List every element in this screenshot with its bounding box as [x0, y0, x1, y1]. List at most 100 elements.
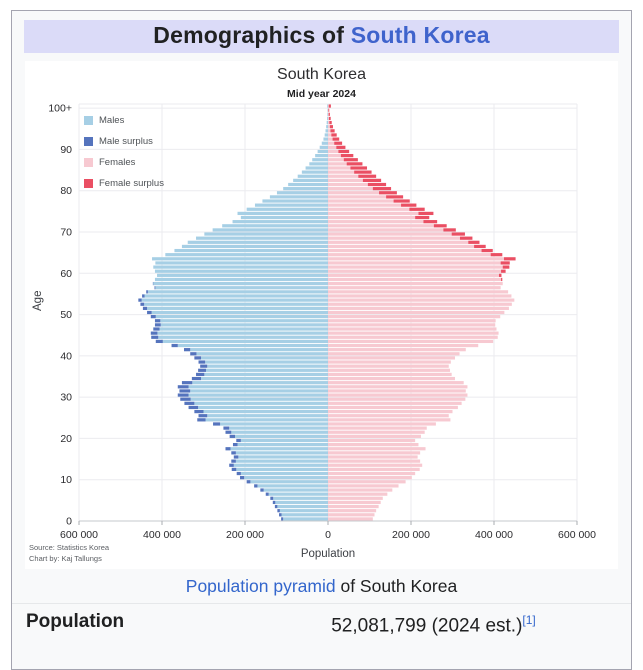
bar-female-age-94	[328, 129, 330, 132]
bar-male-age-50	[152, 311, 328, 314]
bar-female-age-69	[328, 232, 452, 235]
bar-male-surplus-age-41	[184, 348, 190, 351]
bar-male-surplus-age-19	[236, 439, 241, 442]
bar-female-age-45	[328, 332, 499, 335]
bar-female-age-0	[328, 517, 373, 520]
bar-male-age-53	[142, 298, 328, 301]
legend-item-female-surplus: Female surplus	[84, 173, 164, 194]
bar-male-age-91	[322, 142, 328, 145]
credit-text: Chart by: Kaj Tallungs	[29, 554, 102, 563]
bar-male-age-25	[207, 414, 328, 417]
bar-male-age-80	[283, 187, 328, 190]
legend-item-males: Males	[84, 110, 164, 131]
bar-male-age-66	[182, 245, 328, 248]
bar-female-age-89	[328, 150, 338, 153]
y-tick-label: 100+	[48, 103, 72, 115]
bar-female-age-3	[328, 505, 379, 508]
y-tick-label: 90	[60, 144, 72, 156]
x-tick-label: 200 000	[392, 529, 430, 541]
bar-female-age-50	[328, 311, 504, 314]
bar-male-age-98	[327, 113, 328, 116]
bar-female-surplus-age-69	[452, 232, 465, 235]
bar-male-age-3	[277, 505, 328, 508]
bar-female-surplus-age-75	[409, 208, 424, 211]
bar-male-age-62	[155, 261, 328, 264]
bar-male-age-5	[273, 497, 328, 500]
bar-female-age-46	[328, 327, 496, 330]
bar-male-age-49	[156, 315, 328, 318]
y-tick-label: 80	[60, 185, 72, 197]
bar-male-surplus-age-55	[146, 290, 148, 293]
bar-male-age-54	[145, 294, 328, 297]
bar-female-age-42	[328, 344, 478, 347]
female-surplus-swatch-icon	[84, 179, 93, 188]
bar-female-age-72	[328, 220, 423, 223]
bar-male-age-47	[161, 323, 328, 326]
bar-male-surplus-age-8	[254, 484, 257, 487]
bar-female-surplus-age-58	[501, 278, 502, 281]
bar-male-surplus-age-17	[225, 447, 230, 450]
bar-female-age-65	[328, 249, 482, 252]
bar-female-surplus-age-66	[474, 245, 486, 248]
bar-male-surplus-age-3	[275, 505, 277, 508]
bar-male-surplus-age-53	[138, 298, 141, 301]
bar-male-surplus-age-52	[140, 303, 144, 306]
bar-male-surplus-age-12	[232, 468, 237, 471]
bar-male-age-40	[196, 352, 328, 355]
bar-female-surplus-age-71	[434, 224, 447, 227]
population-pyramid-link[interactable]: Population pyramid	[186, 576, 336, 596]
bar-female-age-84	[328, 171, 354, 174]
bar-male-age-7	[264, 488, 328, 491]
bar-male-surplus-age-31	[179, 389, 190, 392]
bar-male-surplus-age-38	[199, 360, 206, 363]
bar-female-age-70	[328, 228, 443, 231]
bar-male-age-32	[189, 385, 328, 388]
bar-female-age-87	[328, 158, 344, 161]
reference-1-link[interactable]: [1]	[522, 613, 535, 627]
x-tick-label: 400 000	[143, 529, 181, 541]
bar-male-age-55	[148, 290, 328, 293]
x-tick-label: 200 000	[226, 529, 264, 541]
bar-female-surplus-age-98	[329, 113, 330, 116]
bar-female-age-41	[328, 348, 466, 351]
bar-female-age-53	[328, 298, 514, 301]
bar-female-age-83	[328, 175, 358, 178]
bar-female-age-19	[328, 439, 415, 442]
bar-female-surplus-age-84	[354, 171, 371, 174]
bar-male-age-65	[174, 249, 328, 252]
bar-male-surplus-age-42	[172, 344, 178, 347]
bar-female-age-11	[328, 472, 415, 475]
bar-male-age-68	[196, 237, 328, 240]
bar-female-age-78	[328, 195, 386, 198]
bar-female-age-86	[328, 162, 347, 165]
caption-rest: of South Korea	[336, 576, 458, 596]
x-tick-label: 600 000	[60, 529, 98, 541]
bar-female-age-96	[328, 121, 329, 124]
bar-male-surplus-age-4	[273, 501, 275, 504]
bar-male-age-36	[206, 369, 328, 372]
bar-female-age-85	[328, 166, 350, 169]
population-row: Population 52,081,799 (2024 est.)[1]	[12, 603, 631, 649]
bar-female-age-64	[328, 253, 491, 256]
bar-female-age-66	[328, 245, 474, 248]
bar-male-surplus-age-48	[155, 319, 160, 322]
bar-female-age-81	[328, 183, 368, 186]
south-korea-link[interactable]: South Korea	[351, 22, 490, 48]
bar-male-age-93	[325, 133, 328, 136]
bar-female-age-20	[328, 435, 421, 438]
bar-male-age-0	[283, 517, 328, 520]
bar-male-age-12	[236, 468, 328, 471]
bar-male-surplus-age-32	[178, 385, 189, 388]
bar-female-age-40	[328, 352, 460, 355]
bar-male-age-97	[327, 117, 328, 120]
bar-female-surplus-age-61	[503, 265, 510, 268]
bar-female-surplus-age-64	[491, 253, 503, 256]
bar-male-surplus-age-56	[155, 286, 156, 289]
bar-male-age-92	[323, 137, 328, 140]
bar-male-surplus-age-11	[237, 472, 241, 475]
bar-female-age-8	[328, 484, 399, 487]
bar-female-age-75	[328, 208, 409, 211]
bar-male-surplus-age-20	[230, 435, 235, 438]
bar-male-surplus-age-49	[151, 315, 156, 318]
